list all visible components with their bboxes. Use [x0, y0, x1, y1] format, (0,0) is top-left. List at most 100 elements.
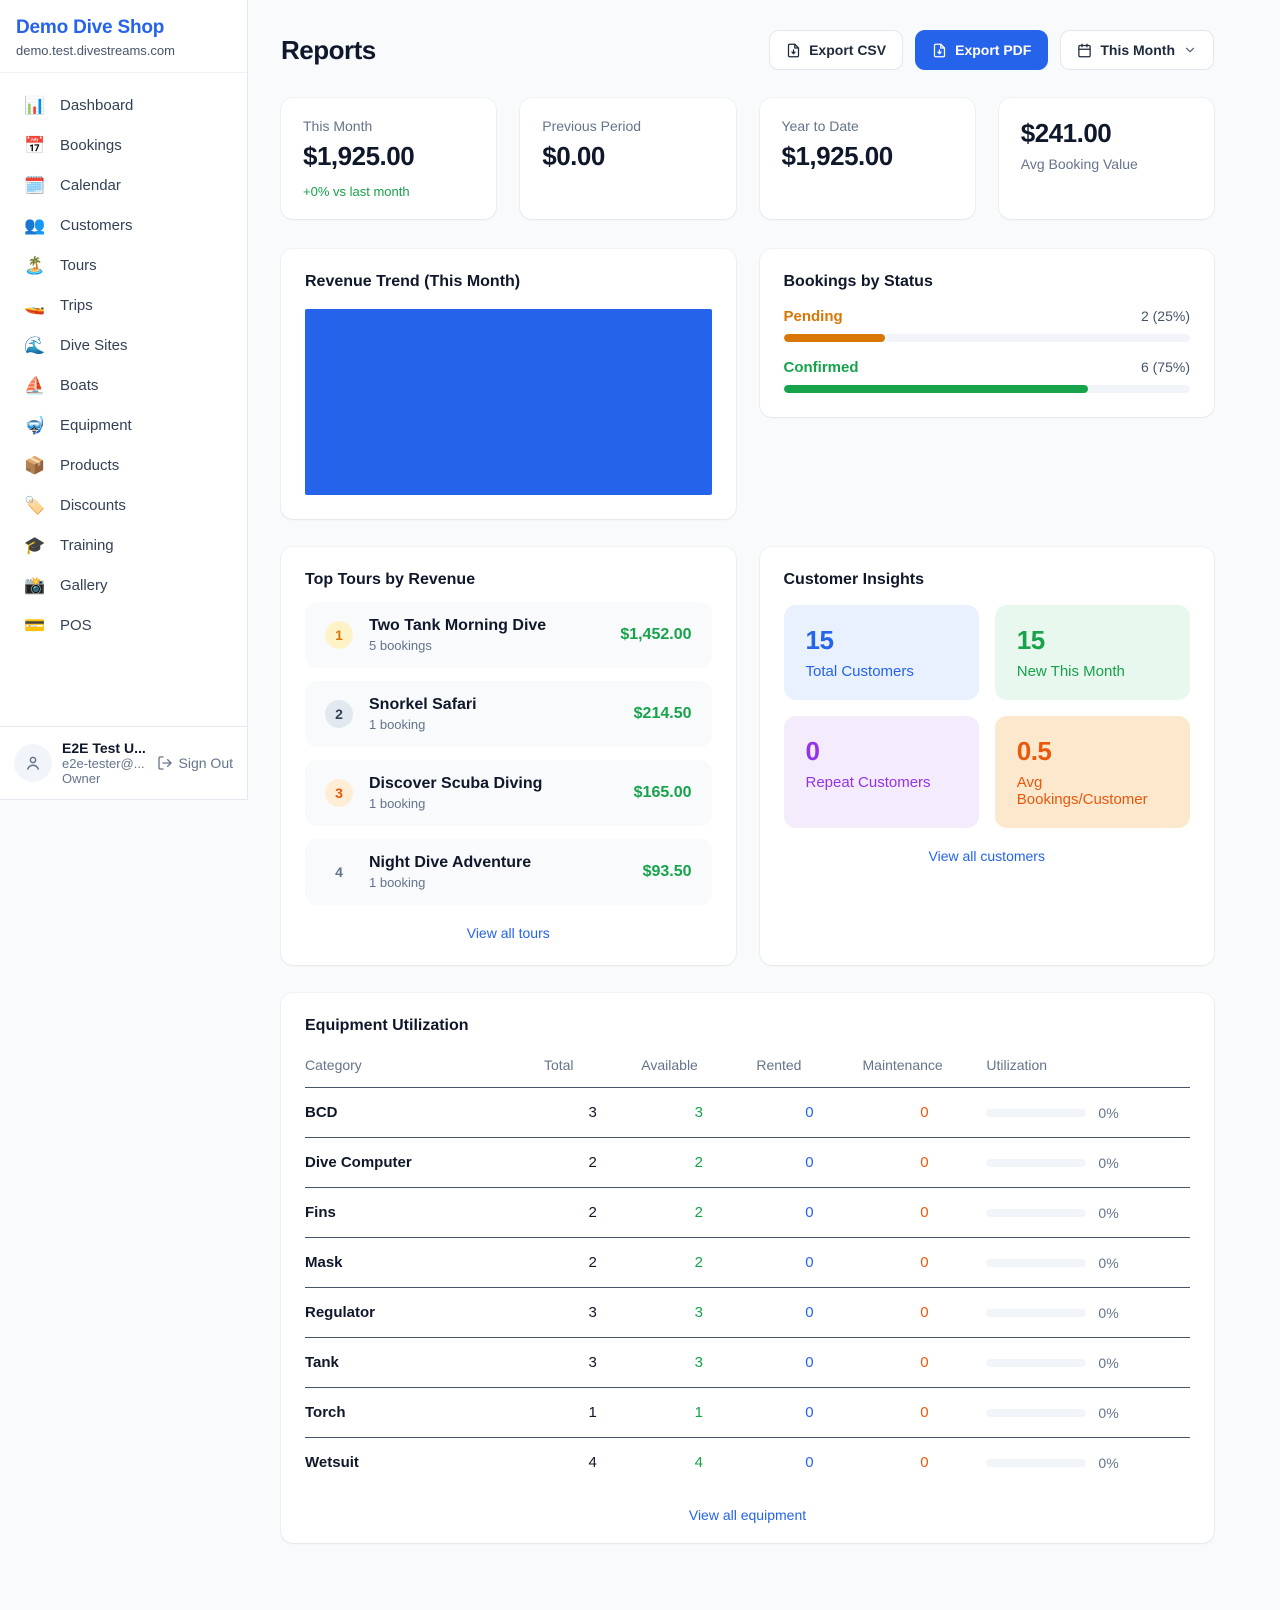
available-cell: 4 [694, 1454, 703, 1471]
utilization-bar [986, 1458, 1087, 1467]
person-icon [27, 756, 39, 770]
insight-label: Repeat Customers [805, 774, 931, 791]
sidebar: Demo Dive Shop demo.test.divestreams.com… [0, 0, 248, 800]
tour-row: 1 Two Tank Morning Dive 5 bookings $1,45… [305, 602, 712, 668]
tour-bookings: 1 booking [369, 875, 426, 890]
sidebar-item-discounts[interactable]: 🏷️ Discounts [12, 487, 235, 524]
view-all-customers-link[interactable]: View all customers [928, 848, 1045, 864]
maintenance-cell: 0 [862, 1387, 987, 1438]
sidebar-item-trips[interactable]: 🚤 Trips [12, 287, 235, 324]
sidebar-item-label: Products [60, 457, 120, 474]
sidebar-item-dive-sites[interactable]: 🌊 Dive Sites [12, 327, 235, 364]
table-row: Torch 1 1 0 0 0% [305, 1387, 1190, 1438]
stats-row: This Month $1,925.00 +0% vs last month P… [281, 98, 1214, 219]
utilization-bar [986, 1158, 1087, 1167]
sidebar-item-tours[interactable]: 🏝️ Tours [12, 247, 235, 284]
sidebar-item-products[interactable]: 📦 Products [12, 447, 235, 484]
export-csv-button[interactable]: Export CSV [769, 30, 904, 70]
available-cell: 3 [641, 1337, 757, 1388]
sidebar-item-label: Trips [60, 297, 93, 314]
view-all-equipment-link[interactable]: View all equipment [688, 1507, 807, 1523]
sidebar-item-label: Training [60, 537, 114, 554]
customer-insights-card: Customer Insights 15 Total Customers 15 … [759, 547, 1214, 965]
sidebar-item-equipment[interactable]: 🤿 Equipment [12, 407, 235, 444]
utilization-cell: 0% [986, 1438, 1190, 1488]
dashboard-icon: 📊 [24, 96, 46, 115]
column-header: Rented [756, 1045, 863, 1088]
status-count: 6 (75%) [1140, 359, 1190, 375]
sidebar-item-pos[interactable]: 💳 POS [12, 607, 235, 644]
stat-value: $241.00 [1020, 118, 1112, 148]
equipment-table-header: Category Total Available Rented Maintena… [305, 1045, 1190, 1088]
top-tours-card: Top Tours by Revenue 1 Two Tank Morning … [281, 547, 736, 965]
stat-value: $1,925.00 [781, 141, 894, 171]
tour-bookings: 1 booking [369, 717, 426, 732]
total-cell: 3 [543, 1287, 642, 1338]
rank-badge: 4 [335, 864, 343, 880]
utilization-cell: 0% [986, 1237, 1190, 1288]
maintenance-cell: 0 [862, 1187, 987, 1238]
sidebar-item-calendar[interactable]: 🗓️ Calendar [12, 167, 235, 204]
rented-cell: 0 [756, 1387, 863, 1438]
table-row: Regulator 3 3 0 0 0% [305, 1287, 1190, 1338]
sign-out-button[interactable]: Sign Out [157, 755, 233, 771]
utilization-cell: 0% [986, 1187, 1190, 1238]
insight-grid: 15 Total Customers 15 New This Month 0 R… [783, 605, 1190, 828]
sidebar-item-label: Discounts [60, 497, 126, 514]
stat-value: $1,925.00 [303, 141, 415, 171]
sidebar-item-bookings[interactable]: 📅 Bookings [12, 127, 235, 164]
sidebar-item-boats[interactable]: ⛵ Boats [12, 367, 235, 404]
period-dropdown[interactable]: This Month [1060, 30, 1214, 70]
rank-badge: 1 [325, 621, 353, 649]
category-cell: Dive Computer [305, 1137, 544, 1188]
calendar-icon [1078, 43, 1092, 57]
user-email: e2e-tester@... [62, 756, 145, 771]
insight-value: 0.5 [1016, 736, 1052, 766]
utilization-cell: 0% [986, 1337, 1190, 1388]
export-pdf-label: Export PDF [955, 42, 1032, 58]
category-cell: Fins [305, 1187, 544, 1238]
utilization-bar [986, 1258, 1087, 1267]
sidebar-item-customers[interactable]: 👥 Customers [12, 207, 235, 244]
export-pdf-button[interactable]: Export PDF [915, 30, 1049, 70]
tour-bookings: 1 booking [369, 796, 426, 811]
revenue-trend-bar [305, 309, 712, 495]
rented-cell: 0 [805, 1454, 814, 1471]
utilization-text: 0% [1098, 1254, 1119, 1271]
status-bar-fill [783, 334, 886, 342]
sidebar-item-gallery[interactable]: 📸 Gallery [12, 567, 235, 604]
utilization-cell: 0% [986, 1287, 1190, 1338]
stat-label: This Month [303, 118, 373, 134]
sidebar-item-dashboard[interactable]: 📊 Dashboard [12, 87, 235, 124]
maintenance-cell: 0 [862, 1137, 987, 1188]
sidebar-item-label: Dive Sites [60, 337, 128, 354]
insights-row: Top Tours by Revenue 1 Two Tank Morning … [281, 547, 1214, 965]
tour-name: Night Dive Adventure [369, 854, 532, 871]
maintenance-cell: 0 [862, 1237, 987, 1288]
sidebar-item-label: Calendar [60, 177, 121, 194]
insight-label: Total Customers [805, 663, 914, 680]
view-all-tours-link[interactable]: View all tours [466, 925, 550, 941]
shop-domain: demo.test.divestreams.com [16, 43, 175, 58]
trips-icon: 🚤 [24, 296, 46, 315]
sidebar-item-training[interactable]: 🎓 Training [12, 527, 235, 564]
tour-name: Snorkel Safari [369, 696, 477, 713]
rank-badge: 2 [325, 700, 353, 728]
tour-revenue: $214.50 [633, 705, 692, 722]
status-row-confirmed: Confirmed 6 (75%) [783, 359, 1190, 393]
sidebar-item-label: Customers [60, 217, 133, 234]
sidebar-item-label: POS [60, 617, 92, 634]
status-count: 2 (25%) [1140, 308, 1190, 324]
utilization-text: 0% [1098, 1204, 1119, 1221]
sidebar-item-label: Boats [60, 377, 99, 394]
total-cell: 2 [543, 1237, 642, 1288]
category-cell: Tank [305, 1337, 544, 1388]
rented-cell: 0 [756, 1287, 863, 1338]
stat-label: Year to Date [781, 118, 859, 134]
table-row: Tank 3 3 0 0 0% [305, 1337, 1190, 1388]
user-info: E2E Test U... e2e-tester@... Owner [62, 740, 147, 786]
bookings-by-status-card: Bookings by Status Pending 2 (25%) Confi… [759, 249, 1214, 417]
sign-out-label: Sign Out [178, 755, 233, 771]
shop-logo-block: Demo Dive Shop demo.test.divestreams.com [0, 0, 247, 73]
utilization-bar [986, 1108, 1087, 1117]
